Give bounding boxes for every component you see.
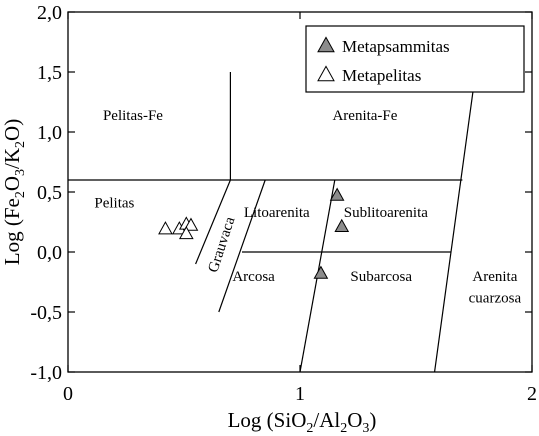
field-label: Pelitas-Fe [103,108,163,124]
y-tick-label: 0,0 [37,242,62,264]
legend-marker-metapelitas [317,65,335,82]
metapsammitas-point [313,265,329,279]
field-label: Pelitas [94,196,134,212]
field-label: Arenita-Fe [332,108,397,124]
axis-ticks: -1,0 -0,5 0,0 0,5 1,0 1,5 2,0 0 1 2 [30,2,537,405]
legend: Metapsammitas Metapelitas [305,25,525,93]
metapelitas-point [178,225,194,240]
field-label: Grauvaca [205,215,238,275]
legend-label: Metapsammitas [342,37,450,56]
x-tick-label: 0 [63,383,73,405]
field-boundary-line [218,179,266,313]
field-label: cuarzosa [469,290,522,306]
x-axis-label: Log (SiO2/Al2O3) [228,408,377,436]
y-tick-label: 2,0 [37,2,62,24]
metapelitas-point [158,221,173,235]
metapelitas-point [183,217,199,231]
y-tick-label: 0,5 [37,182,62,204]
field-label: Arenita [472,269,517,285]
field-label: Sublitoarenita [344,205,428,221]
y-tick-label: 1,5 [37,62,62,84]
legend-marker-metapsammitas [317,36,335,53]
y-tick-label: -1,0 [30,362,62,384]
field-boundary-line [433,83,475,373]
x-tick-label: 1 [295,383,305,405]
y-axis-label: Log (Fe2O3/K2O) [0,119,28,265]
metapsammitas-point [334,218,350,232]
y-tick-label: 1,0 [37,122,62,144]
data-points [158,187,350,279]
legend-label: Metapelitas [342,66,421,85]
metapsammitas-point [329,187,345,201]
field-label: Subarcosa [350,269,412,285]
field-label: Arcosa [232,269,275,285]
x-tick-label: 2 [527,383,537,405]
y-tick-label: -0,5 [30,302,62,324]
legend-box [305,25,525,93]
field-boundary-line [195,179,231,265]
field-label: Litoarenita [244,205,310,221]
